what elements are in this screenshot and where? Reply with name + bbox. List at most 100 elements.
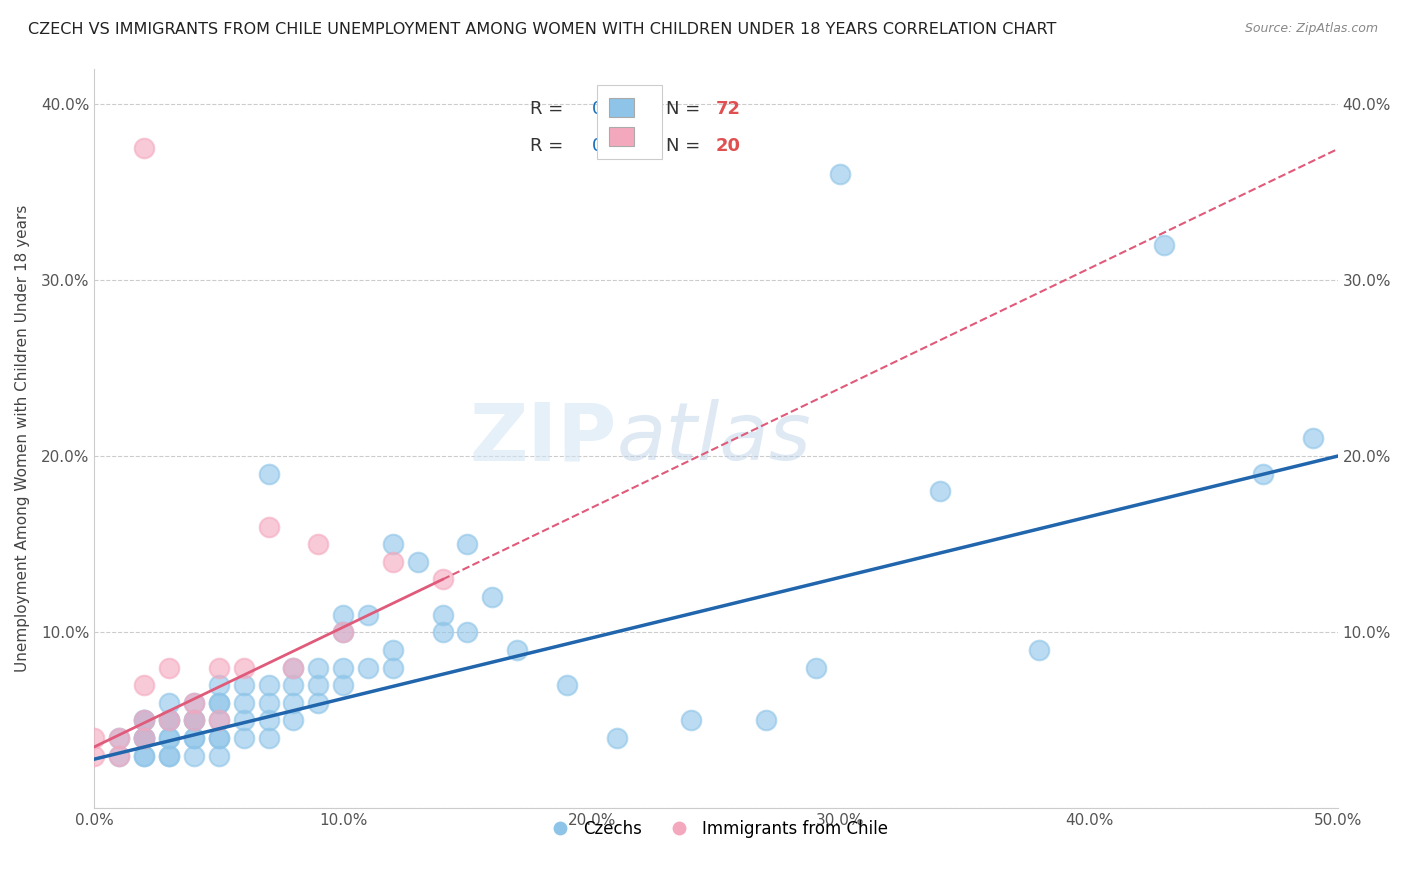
Point [208, 731, 231, 745]
Point [406, 555, 429, 569]
Point [283, 696, 305, 710]
Point [606, 731, 628, 745]
Point [332, 660, 354, 674]
Point [108, 748, 131, 763]
Point [555, 678, 578, 692]
Point [332, 607, 354, 622]
Point [183, 696, 205, 710]
Point [183, 714, 205, 728]
Point [134, 748, 156, 763]
Point [183, 748, 205, 763]
Point [1028, 643, 1050, 657]
Point [257, 731, 280, 745]
Point [208, 696, 231, 710]
Point [134, 714, 156, 728]
Point [283, 660, 305, 674]
Point [157, 731, 180, 745]
Point [134, 731, 156, 745]
Point [183, 731, 205, 745]
Point [804, 660, 827, 674]
Text: ZIP: ZIP [470, 400, 617, 477]
Text: R =: R = [530, 100, 562, 119]
Point [183, 731, 205, 745]
Point [157, 696, 180, 710]
Point [381, 643, 404, 657]
Point [456, 537, 478, 551]
Point [134, 731, 156, 745]
Point [257, 467, 280, 481]
Point [283, 678, 305, 692]
Point [381, 537, 404, 551]
Point [307, 678, 329, 692]
Point [108, 731, 131, 745]
Point [157, 660, 180, 674]
Point [307, 696, 329, 710]
Point [257, 519, 280, 533]
Point [928, 484, 950, 499]
Text: N =: N = [666, 100, 700, 119]
Point [332, 625, 354, 640]
Point [208, 696, 231, 710]
Point [307, 660, 329, 674]
Text: 0.384: 0.384 [592, 100, 643, 119]
Point [208, 678, 231, 692]
Point [257, 714, 280, 728]
Point [357, 660, 380, 674]
Point [108, 731, 131, 745]
Point [183, 696, 205, 710]
Point [157, 748, 180, 763]
Point [208, 660, 231, 674]
Text: 72: 72 [716, 100, 741, 119]
Point [481, 590, 503, 604]
Point [183, 714, 205, 728]
Point [307, 537, 329, 551]
Point [83, 748, 105, 763]
Point [332, 678, 354, 692]
Point [456, 625, 478, 640]
Point [257, 696, 280, 710]
Point [208, 714, 231, 728]
Text: 0.129: 0.129 [592, 137, 643, 155]
Point [134, 714, 156, 728]
Point [283, 660, 305, 674]
Point [157, 748, 180, 763]
Point [83, 731, 105, 745]
Point [232, 660, 254, 674]
Text: 20: 20 [716, 137, 741, 155]
Point [134, 678, 156, 692]
Point [208, 714, 231, 728]
Point [506, 643, 529, 657]
Point [208, 731, 231, 745]
Point [134, 141, 156, 155]
Point [134, 748, 156, 763]
Point [432, 625, 454, 640]
Text: N =: N = [666, 137, 700, 155]
Point [134, 714, 156, 728]
Point [357, 607, 380, 622]
Point [232, 731, 254, 745]
Point [381, 555, 404, 569]
Point [432, 573, 454, 587]
Point [134, 731, 156, 745]
Point [232, 714, 254, 728]
Text: R =: R = [530, 137, 562, 155]
Point [257, 678, 280, 692]
Point [681, 714, 703, 728]
Point [432, 607, 454, 622]
Point [108, 748, 131, 763]
Legend: Czechs, Immigrants from Chile: Czechs, Immigrants from Chile [537, 814, 896, 845]
Y-axis label: Unemployment Among Women with Children Under 18 years: Unemployment Among Women with Children U… [15, 205, 30, 673]
Point [283, 714, 305, 728]
Point [157, 714, 180, 728]
Point [332, 625, 354, 640]
Point [157, 714, 180, 728]
Point [830, 167, 852, 181]
Point [183, 714, 205, 728]
Point [157, 714, 180, 728]
Point [134, 731, 156, 745]
Point [232, 678, 254, 692]
Point [1251, 467, 1274, 481]
Point [381, 660, 404, 674]
Point [208, 748, 231, 763]
Point [232, 696, 254, 710]
